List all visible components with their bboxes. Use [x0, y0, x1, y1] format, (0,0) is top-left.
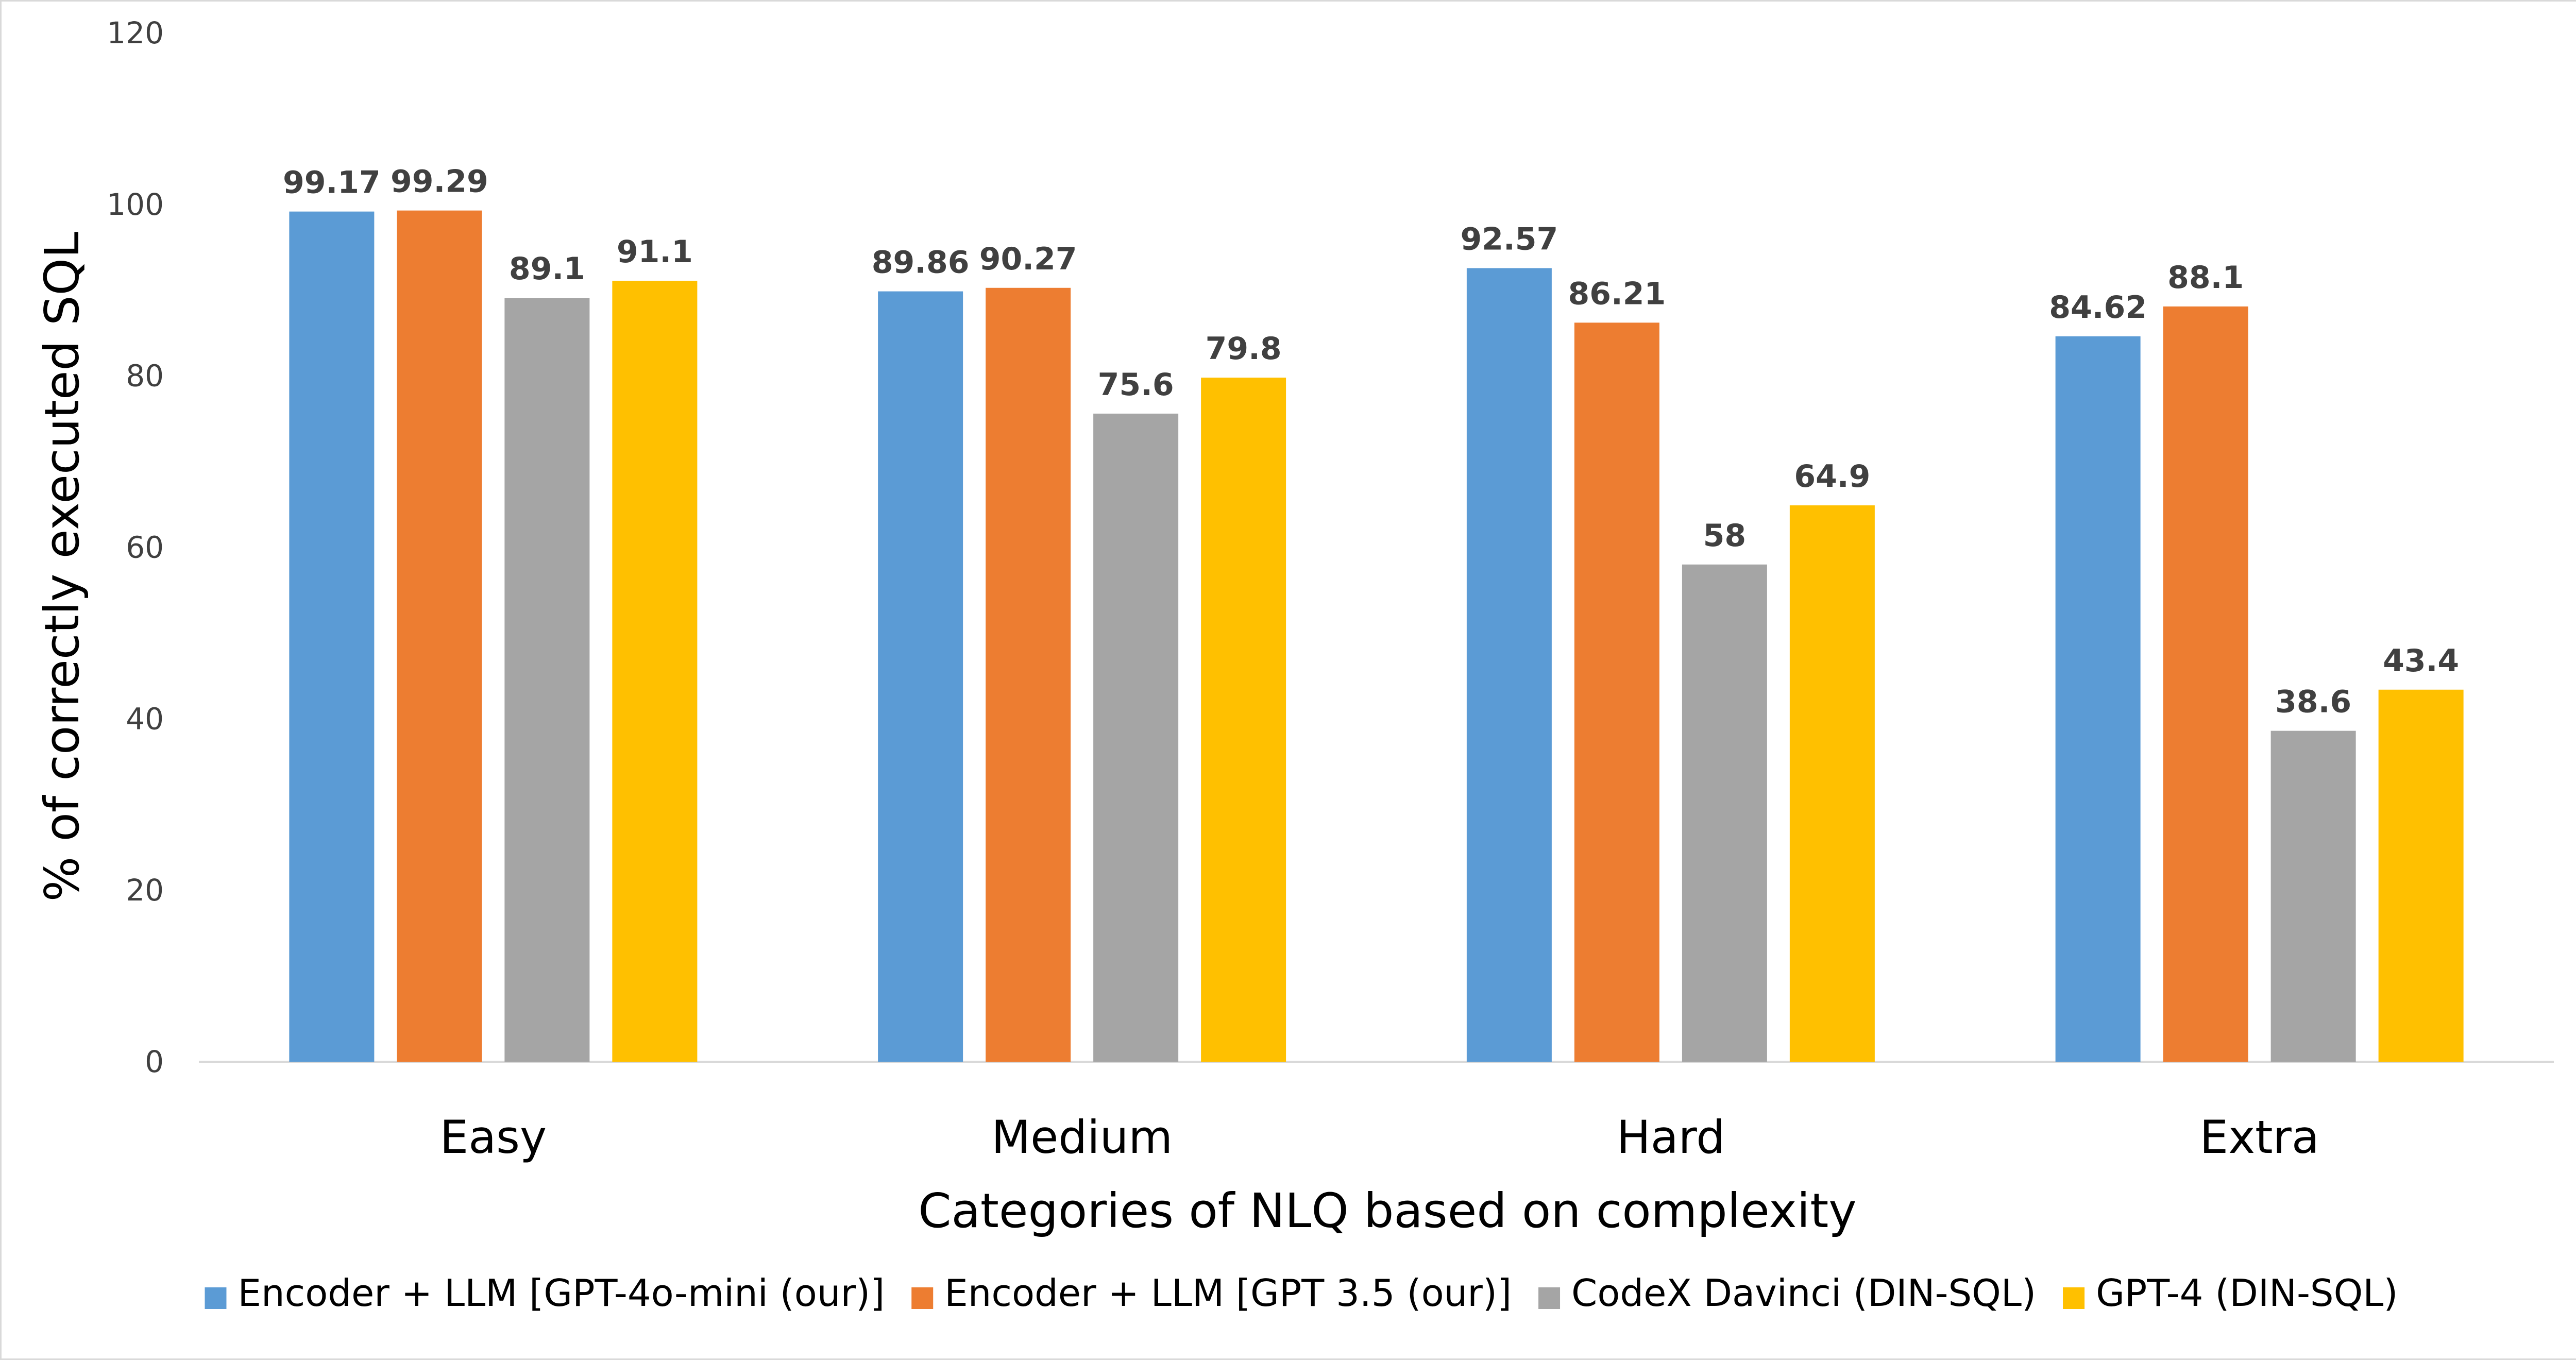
data-label: 79.8	[1206, 331, 1282, 367]
data-label: 89.1	[509, 251, 585, 287]
legend-swatch	[1538, 1287, 1561, 1309]
bar	[986, 287, 1071, 1062]
bar	[1789, 505, 1875, 1062]
legend-item: GPT-4 (DIN-SQL)	[2063, 1271, 2398, 1315]
bar	[289, 211, 375, 1062]
bar	[1682, 564, 1767, 1062]
data-label: 99.29	[391, 164, 488, 200]
data-label: 64.9	[1794, 458, 1870, 495]
legend-swatch	[205, 1287, 227, 1309]
category-labels: Easy Medium Hard Extra	[440, 1111, 2319, 1164]
y-tick-label: 40	[126, 701, 164, 736]
bar	[2378, 689, 2464, 1062]
y-axis-ticks: 0 20 40 60 80 100 120	[107, 15, 164, 1079]
bar	[397, 210, 482, 1062]
data-label: 84.62	[2049, 290, 2147, 326]
data-label: 92.57	[1460, 221, 1558, 257]
bar	[878, 291, 963, 1062]
data-label: 90.27	[979, 241, 1077, 277]
x-axis-title: Categories of NLQ based on complexity	[918, 1183, 1857, 1238]
y-axis-title: % of correctly executed SQL	[35, 232, 90, 902]
legend-item: Encoder + LLM [GPT 3.5 (our)]	[911, 1271, 1512, 1315]
bar	[1574, 322, 1659, 1062]
data-label: 75.6	[1098, 367, 1174, 403]
y-tick-label: 0	[145, 1044, 164, 1079]
data-label: 58	[1703, 518, 1747, 554]
y-tick-label: 80	[126, 359, 164, 394]
y-tick-label: 120	[107, 15, 164, 50]
legend-swatch	[911, 1287, 934, 1309]
bar	[1093, 413, 1179, 1062]
data-label: 38.6	[2275, 684, 2351, 720]
category-label: Easy	[440, 1111, 547, 1164]
legend-label: GPT-4 (DIN-SQL)	[2096, 1271, 2398, 1315]
legend-swatch	[2063, 1287, 2085, 1309]
bars	[289, 210, 2464, 1062]
y-tick-label: 100	[107, 187, 164, 222]
legend-label: CodeX Davinci (DIN-SQL)	[1571, 1271, 2036, 1315]
data-label: 43.4	[2383, 643, 2459, 679]
bar	[2055, 336, 2141, 1062]
data-label: 99.17	[283, 165, 381, 201]
data-label: 89.86	[872, 245, 970, 281]
bar	[504, 298, 590, 1062]
data-label: 88.1	[2167, 260, 2244, 296]
y-tick-label: 20	[126, 873, 164, 908]
legend-item: CodeX Davinci (DIN-SQL)	[1538, 1271, 2036, 1315]
legend-item: Encoder + LLM [GPT-4o-mini (our)]	[205, 1271, 885, 1315]
data-label: 91.1	[617, 234, 693, 270]
category-label: Extra	[2199, 1111, 2319, 1164]
category-label: Medium	[991, 1111, 1173, 1164]
bar	[2163, 306, 2248, 1062]
bar	[1201, 377, 1286, 1062]
legend-label: Encoder + LLM [GPT 3.5 (our)]	[944, 1271, 1512, 1315]
bar	[1466, 268, 1552, 1062]
bar	[612, 280, 698, 1062]
data-label: 86.21	[1568, 276, 1666, 312]
bar	[2270, 730, 2356, 1062]
legend: Encoder + LLM [GPT-4o-mini (our)] Encoder…	[205, 1271, 2398, 1315]
category-label: Hard	[1617, 1111, 1725, 1164]
data-labels: 99.17 99.29 89.1 91.1 89.86 90.27 75.6 79.8 92.5…	[283, 164, 2459, 720]
y-tick-label: 60	[126, 530, 164, 565]
legend-label: Encoder + LLM [GPT-4o-mini (our)]	[238, 1271, 885, 1315]
